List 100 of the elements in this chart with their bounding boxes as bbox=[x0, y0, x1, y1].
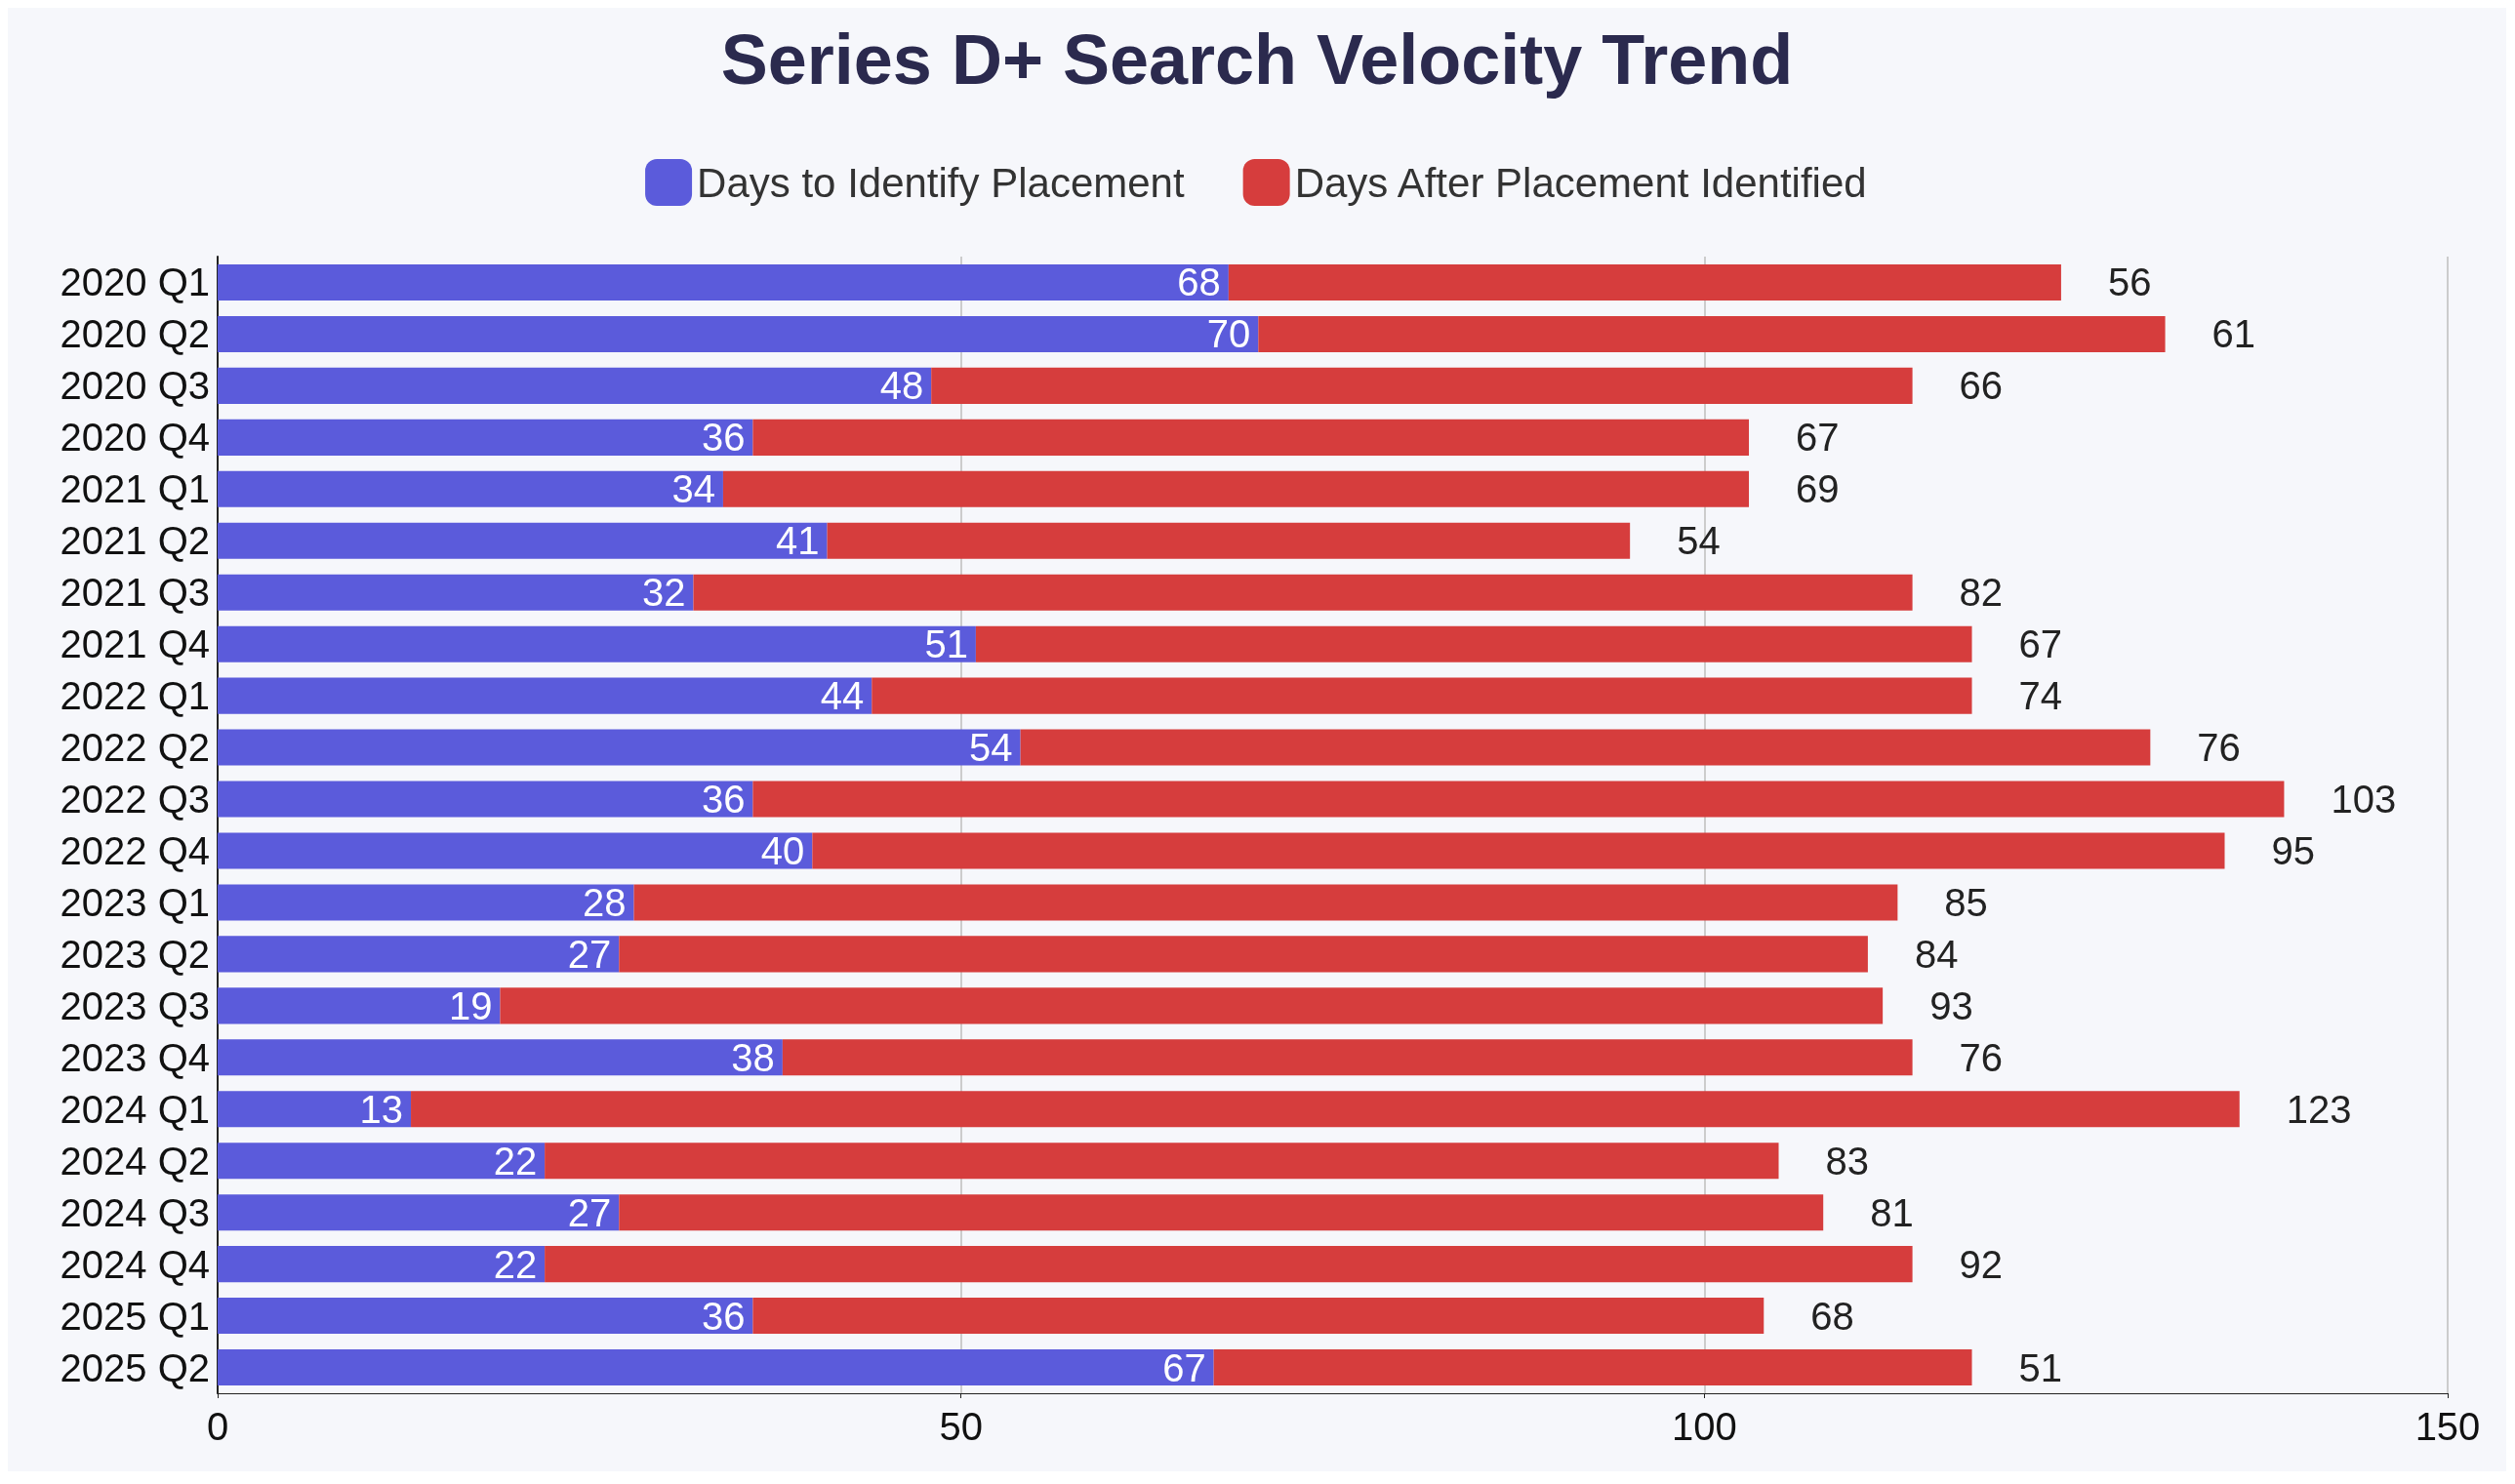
bar bbox=[218, 1194, 620, 1231]
bar bbox=[218, 987, 501, 1024]
data-label: 44 bbox=[820, 674, 865, 718]
y-tick-label: 2021 Q3 bbox=[60, 571, 210, 615]
bar bbox=[931, 367, 1913, 404]
y-tick-label: 2020 Q4 bbox=[60, 416, 210, 460]
y-tick-label: 2022 Q2 bbox=[60, 726, 210, 770]
bar bbox=[218, 1246, 546, 1283]
bar bbox=[218, 677, 872, 714]
bar bbox=[752, 419, 1750, 456]
y-tick-label: 2020 Q2 bbox=[60, 312, 210, 356]
data-label: 67 bbox=[2018, 622, 2063, 666]
data-label: 54 bbox=[969, 726, 1013, 770]
bar bbox=[545, 1246, 1913, 1283]
data-label: 66 bbox=[1959, 364, 2004, 408]
data-label: 34 bbox=[671, 467, 715, 511]
y-tick-label: 2024 Q1 bbox=[60, 1087, 210, 1131]
data-label: 74 bbox=[2018, 674, 2063, 718]
data-label: 76 bbox=[1959, 1035, 2004, 1079]
data-label: 27 bbox=[567, 1190, 612, 1234]
data-label: 84 bbox=[1914, 932, 1959, 976]
data-label: 22 bbox=[493, 1139, 538, 1183]
data-label: 32 bbox=[641, 571, 686, 615]
bar bbox=[1213, 1348, 1972, 1386]
bar bbox=[218, 625, 976, 662]
data-label: 36 bbox=[701, 1294, 746, 1338]
y-tick-label: 2025 Q2 bbox=[60, 1345, 210, 1389]
bar bbox=[633, 884, 1898, 921]
bar bbox=[218, 470, 723, 507]
y-tick-label: 2023 Q2 bbox=[60, 932, 210, 976]
bar bbox=[411, 1091, 2240, 1128]
data-label: 28 bbox=[583, 880, 627, 924]
data-label: 36 bbox=[701, 778, 746, 822]
data-label: 27 bbox=[567, 932, 612, 976]
bar bbox=[619, 1194, 1824, 1231]
bar bbox=[218, 884, 634, 921]
data-label: 51 bbox=[2018, 1345, 2063, 1389]
bar bbox=[752, 1298, 1765, 1335]
data-label: 68 bbox=[1810, 1294, 1854, 1338]
bar bbox=[218, 1039, 783, 1076]
data-label: 85 bbox=[1944, 880, 1988, 924]
data-label: 22 bbox=[493, 1242, 538, 1286]
y-tick-label: 2023 Q4 bbox=[60, 1035, 210, 1079]
y-tick-label: 2022 Q3 bbox=[60, 778, 210, 822]
y-tick-label: 2020 Q1 bbox=[60, 261, 210, 304]
data-label: 51 bbox=[924, 622, 968, 666]
y-tick-label: 2024 Q3 bbox=[60, 1190, 210, 1234]
x-tick-label: 150 bbox=[2414, 1405, 2481, 1448]
y-tick-label: 2023 Q3 bbox=[60, 983, 210, 1027]
x-tick-label: 50 bbox=[939, 1405, 983, 1448]
bar bbox=[218, 729, 1021, 766]
bar bbox=[218, 419, 753, 456]
data-label: 67 bbox=[1796, 416, 1840, 460]
data-label: 48 bbox=[879, 364, 924, 408]
data-label: 69 bbox=[1796, 467, 1840, 511]
y-tick-label: 2025 Q1 bbox=[60, 1294, 210, 1338]
data-label: 67 bbox=[1162, 1345, 1206, 1389]
y-tick-label: 2024 Q2 bbox=[60, 1139, 210, 1183]
data-label: 68 bbox=[1177, 261, 1221, 304]
y-tick-label: 2020 Q3 bbox=[60, 364, 210, 408]
bar bbox=[218, 936, 620, 973]
data-label: 83 bbox=[1825, 1139, 1869, 1183]
bar bbox=[975, 625, 1972, 662]
data-label: 103 bbox=[2331, 778, 2397, 822]
bar bbox=[782, 1039, 1913, 1076]
y-tick-label: 2021 Q1 bbox=[60, 467, 210, 511]
bar bbox=[218, 832, 813, 869]
bar bbox=[1258, 315, 2166, 352]
data-label: 93 bbox=[1929, 983, 1973, 1027]
bar bbox=[218, 1348, 1214, 1386]
y-tick-label: 2022 Q4 bbox=[60, 828, 210, 872]
y-tick-label: 2021 Q2 bbox=[60, 519, 210, 563]
bar bbox=[545, 1143, 1779, 1180]
bar bbox=[1020, 729, 2151, 766]
bar bbox=[218, 315, 1259, 352]
data-label: 19 bbox=[448, 983, 493, 1027]
bar bbox=[218, 263, 1229, 301]
bar bbox=[218, 1298, 753, 1335]
y-tick-label: 2023 Q1 bbox=[60, 880, 210, 924]
y-tick-label: 2024 Q4 bbox=[60, 1242, 210, 1286]
bar bbox=[752, 781, 2285, 818]
bar bbox=[218, 367, 932, 404]
bar bbox=[500, 987, 1884, 1024]
data-label: 36 bbox=[701, 416, 746, 460]
data-label: 38 bbox=[731, 1035, 775, 1079]
x-tick-label: 0 bbox=[206, 1405, 229, 1448]
data-label: 81 bbox=[1870, 1190, 1914, 1234]
legend-label: Days After Placement Identified bbox=[1294, 159, 1867, 206]
bar bbox=[218, 781, 753, 818]
bar bbox=[722, 470, 1750, 507]
bar bbox=[872, 677, 1972, 714]
bar bbox=[812, 832, 2225, 869]
data-label: 70 bbox=[1206, 312, 1251, 356]
chart-title: Series D+ Search Velocity Trend bbox=[720, 20, 1794, 99]
data-label: 13 bbox=[359, 1087, 404, 1131]
data-label: 56 bbox=[2107, 261, 2152, 304]
data-label: 41 bbox=[776, 519, 820, 563]
data-label: 40 bbox=[760, 828, 805, 872]
data-label: 95 bbox=[2271, 828, 2315, 872]
y-tick-label: 2022 Q1 bbox=[60, 674, 210, 718]
